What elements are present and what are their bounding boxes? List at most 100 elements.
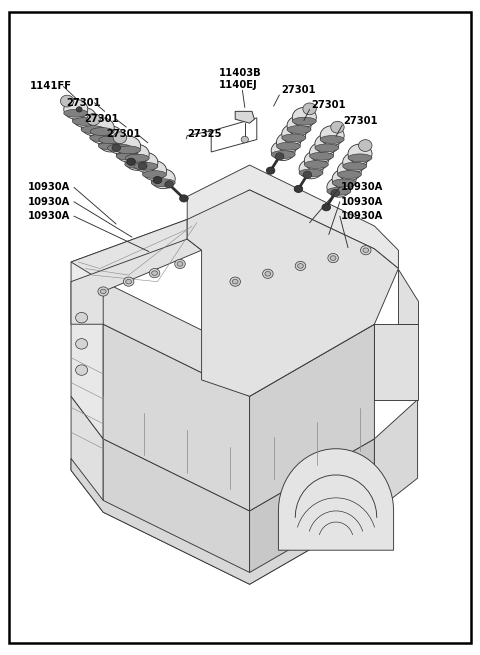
Ellipse shape (292, 117, 316, 125)
Ellipse shape (113, 132, 127, 143)
Ellipse shape (343, 162, 367, 170)
Text: 1140EJ: 1140EJ (218, 80, 257, 90)
Ellipse shape (151, 179, 175, 187)
Ellipse shape (134, 162, 158, 170)
Polygon shape (235, 111, 254, 123)
Ellipse shape (292, 107, 316, 127)
Ellipse shape (180, 195, 188, 202)
Ellipse shape (337, 170, 361, 178)
Polygon shape (374, 400, 418, 512)
Ellipse shape (337, 160, 361, 180)
Ellipse shape (294, 185, 303, 193)
Ellipse shape (98, 132, 122, 152)
Polygon shape (250, 439, 374, 584)
Ellipse shape (332, 169, 356, 189)
Ellipse shape (143, 160, 167, 180)
Ellipse shape (327, 187, 351, 195)
Ellipse shape (287, 126, 311, 134)
Ellipse shape (331, 121, 344, 133)
Polygon shape (71, 239, 202, 324)
Ellipse shape (108, 144, 132, 152)
Polygon shape (71, 458, 374, 584)
Polygon shape (398, 269, 418, 324)
Ellipse shape (90, 128, 114, 136)
Polygon shape (103, 324, 250, 511)
Ellipse shape (60, 95, 74, 107)
Text: 27301: 27301 (66, 98, 101, 108)
Ellipse shape (241, 136, 249, 143)
Ellipse shape (330, 255, 336, 261)
Ellipse shape (99, 126, 123, 145)
Ellipse shape (315, 144, 339, 152)
Polygon shape (278, 449, 394, 550)
Ellipse shape (76, 365, 88, 375)
Ellipse shape (143, 170, 167, 178)
Polygon shape (211, 118, 257, 152)
Text: 27301: 27301 (344, 115, 378, 126)
Ellipse shape (116, 152, 140, 160)
Text: 10930A: 10930A (341, 182, 383, 193)
Ellipse shape (149, 269, 160, 278)
Ellipse shape (134, 153, 158, 172)
Ellipse shape (332, 179, 356, 187)
Ellipse shape (99, 136, 123, 143)
Ellipse shape (282, 134, 306, 141)
Ellipse shape (100, 289, 106, 293)
Polygon shape (71, 219, 202, 282)
Ellipse shape (138, 162, 147, 170)
Ellipse shape (72, 117, 96, 125)
Polygon shape (250, 324, 374, 511)
Ellipse shape (320, 136, 344, 143)
Ellipse shape (175, 259, 185, 269)
Text: 27301: 27301 (84, 113, 119, 124)
Text: 27301: 27301 (311, 100, 346, 110)
Ellipse shape (315, 134, 339, 154)
Text: 27301: 27301 (281, 85, 315, 96)
Text: 27301: 27301 (107, 129, 141, 140)
Ellipse shape (108, 134, 132, 154)
Ellipse shape (303, 171, 312, 178)
Ellipse shape (298, 263, 303, 269)
Ellipse shape (299, 169, 323, 177)
Ellipse shape (126, 279, 132, 284)
Polygon shape (71, 219, 187, 282)
Ellipse shape (76, 107, 82, 112)
Ellipse shape (64, 100, 88, 119)
Ellipse shape (125, 154, 149, 162)
Ellipse shape (263, 269, 273, 278)
Ellipse shape (127, 158, 135, 165)
Ellipse shape (232, 279, 238, 284)
Ellipse shape (271, 151, 295, 159)
Polygon shape (71, 282, 103, 439)
Ellipse shape (327, 178, 351, 197)
Ellipse shape (348, 144, 372, 164)
Ellipse shape (90, 118, 114, 138)
Ellipse shape (153, 176, 162, 183)
Ellipse shape (276, 153, 284, 160)
Ellipse shape (266, 167, 275, 174)
Polygon shape (187, 190, 398, 396)
Ellipse shape (310, 152, 334, 160)
Polygon shape (187, 165, 398, 269)
Text: 10930A: 10930A (341, 196, 383, 207)
Polygon shape (103, 439, 250, 584)
Ellipse shape (72, 107, 96, 127)
Text: 11403B: 11403B (218, 68, 261, 79)
Ellipse shape (276, 142, 300, 150)
Polygon shape (71, 282, 374, 396)
Ellipse shape (117, 146, 141, 154)
Ellipse shape (360, 246, 371, 255)
Ellipse shape (87, 113, 100, 125)
Ellipse shape (125, 160, 149, 168)
Ellipse shape (303, 103, 316, 115)
Ellipse shape (98, 287, 108, 296)
Ellipse shape (165, 181, 173, 188)
Polygon shape (374, 324, 418, 400)
Ellipse shape (123, 277, 134, 286)
Ellipse shape (310, 142, 334, 162)
Ellipse shape (125, 151, 149, 170)
Ellipse shape (359, 140, 372, 151)
Ellipse shape (76, 339, 88, 349)
Ellipse shape (343, 153, 367, 172)
Ellipse shape (363, 248, 369, 252)
